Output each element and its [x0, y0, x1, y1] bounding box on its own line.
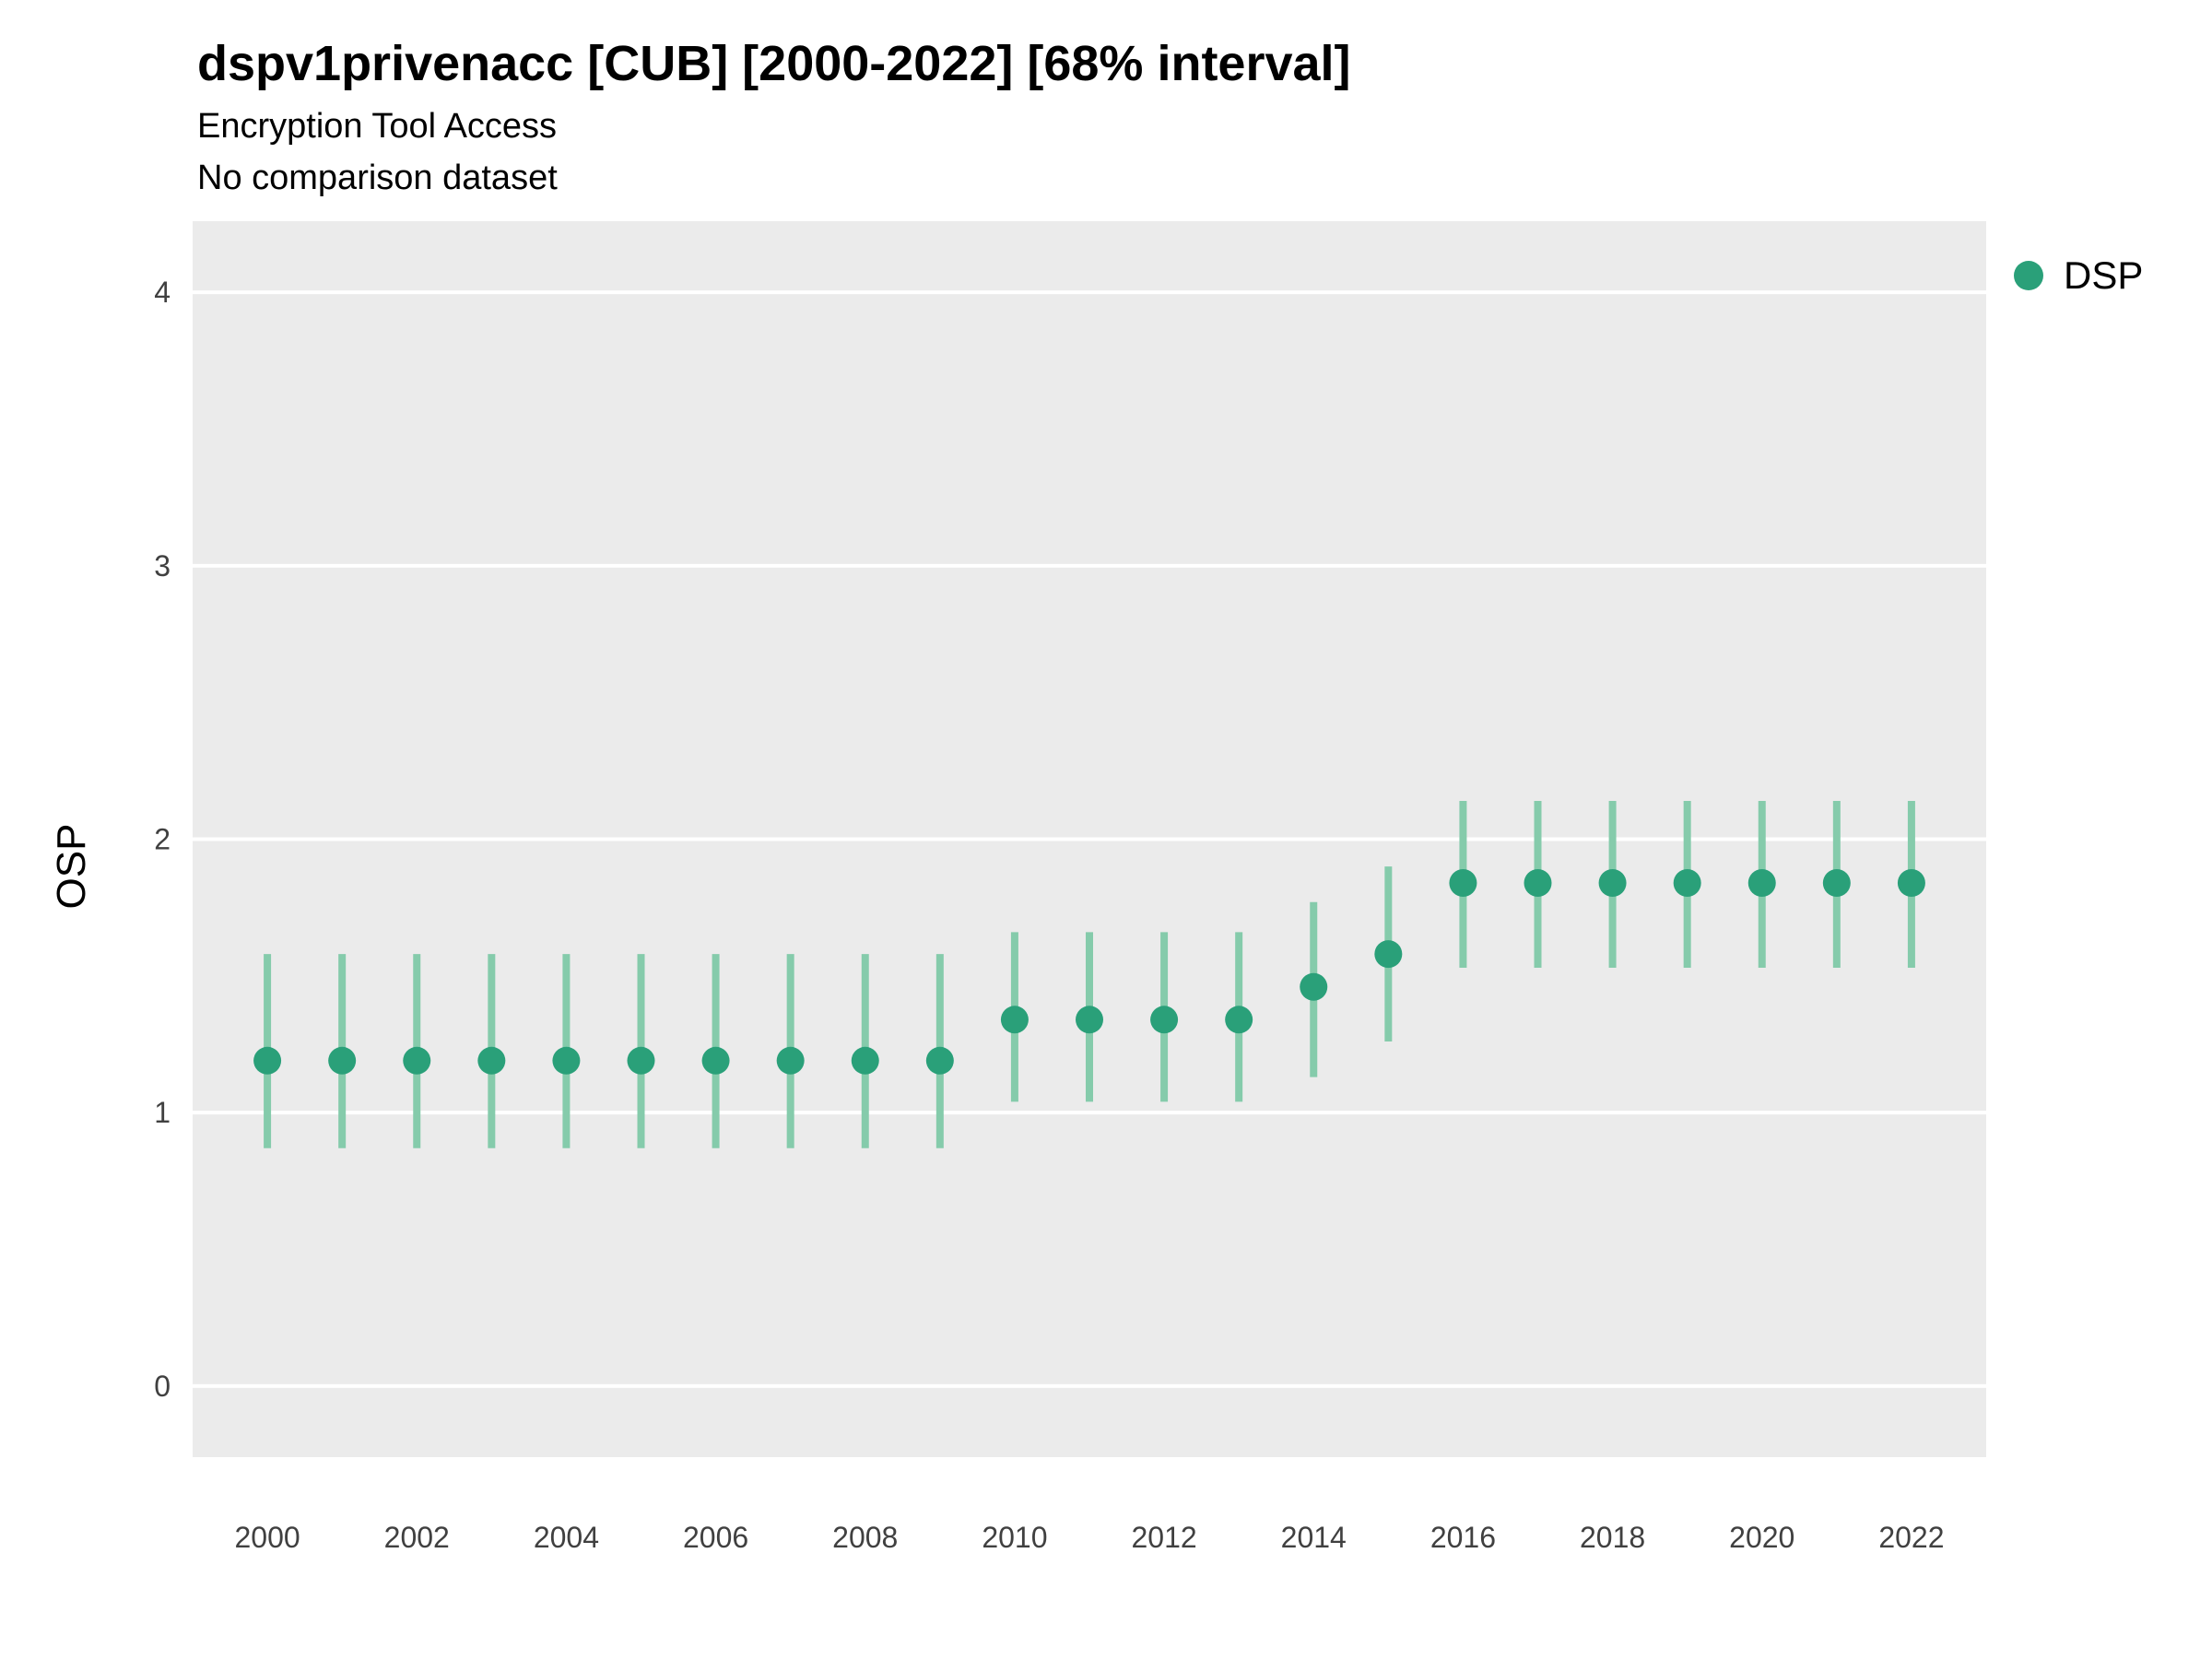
legend-dot-icon	[2014, 261, 2043, 290]
y-tick-label: 0	[154, 1370, 171, 1403]
data-point	[851, 1046, 879, 1075]
data-point	[1300, 972, 1328, 1001]
data-point	[1374, 940, 1403, 969]
data-point	[776, 1046, 805, 1075]
data-point	[627, 1046, 655, 1075]
data-point	[1598, 868, 1627, 897]
x-tick-label: 2008	[832, 1521, 898, 1554]
x-tick-label: 2016	[1430, 1521, 1496, 1554]
legend: DSP	[2014, 253, 2143, 298]
y-tick-label: 2	[154, 823, 171, 856]
data-point	[1076, 1006, 1103, 1034]
x-tick-label: 2018	[1580, 1521, 1645, 1554]
y-tick-label: 4	[154, 276, 171, 309]
data-point	[477, 1046, 506, 1075]
x-tick-label: 2004	[534, 1521, 599, 1554]
legend-label: DSP	[2064, 253, 2144, 297]
data-point	[1822, 868, 1851, 897]
x-tick-label: 2014	[1281, 1521, 1347, 1554]
data-point	[925, 1046, 954, 1075]
data-point	[1673, 868, 1701, 897]
data-point	[403, 1046, 431, 1075]
x-tick-label: 2006	[683, 1521, 748, 1554]
data-point	[1747, 868, 1776, 897]
data-point	[1449, 868, 1477, 897]
data-point	[1225, 1006, 1253, 1034]
x-tick-label: 2010	[982, 1521, 1047, 1554]
x-tick-label: 2000	[234, 1521, 300, 1554]
data-point	[552, 1046, 581, 1075]
y-tick-label: 1	[154, 1096, 171, 1129]
x-tick-label: 2012	[1131, 1521, 1196, 1554]
y-tick-label: 3	[154, 549, 171, 582]
data-point	[1000, 1006, 1029, 1034]
data-point	[701, 1046, 730, 1075]
data-point	[253, 1046, 282, 1075]
chart-subtitle: Encryption Tool Access	[197, 107, 558, 146]
chart-title: dspv1privenacc [CUB] [2000-2022] [68% in…	[197, 36, 1351, 91]
data-point	[1150, 1006, 1179, 1034]
data-point	[1524, 868, 1552, 897]
data-point	[328, 1046, 357, 1075]
x-tick-label: 2020	[1729, 1521, 1794, 1554]
x-tick-label: 2022	[1878, 1521, 1944, 1554]
x-tick-label: 2002	[384, 1521, 450, 1554]
data-point	[1897, 868, 1925, 897]
chart-note: No comparison dataset	[197, 159, 558, 197]
